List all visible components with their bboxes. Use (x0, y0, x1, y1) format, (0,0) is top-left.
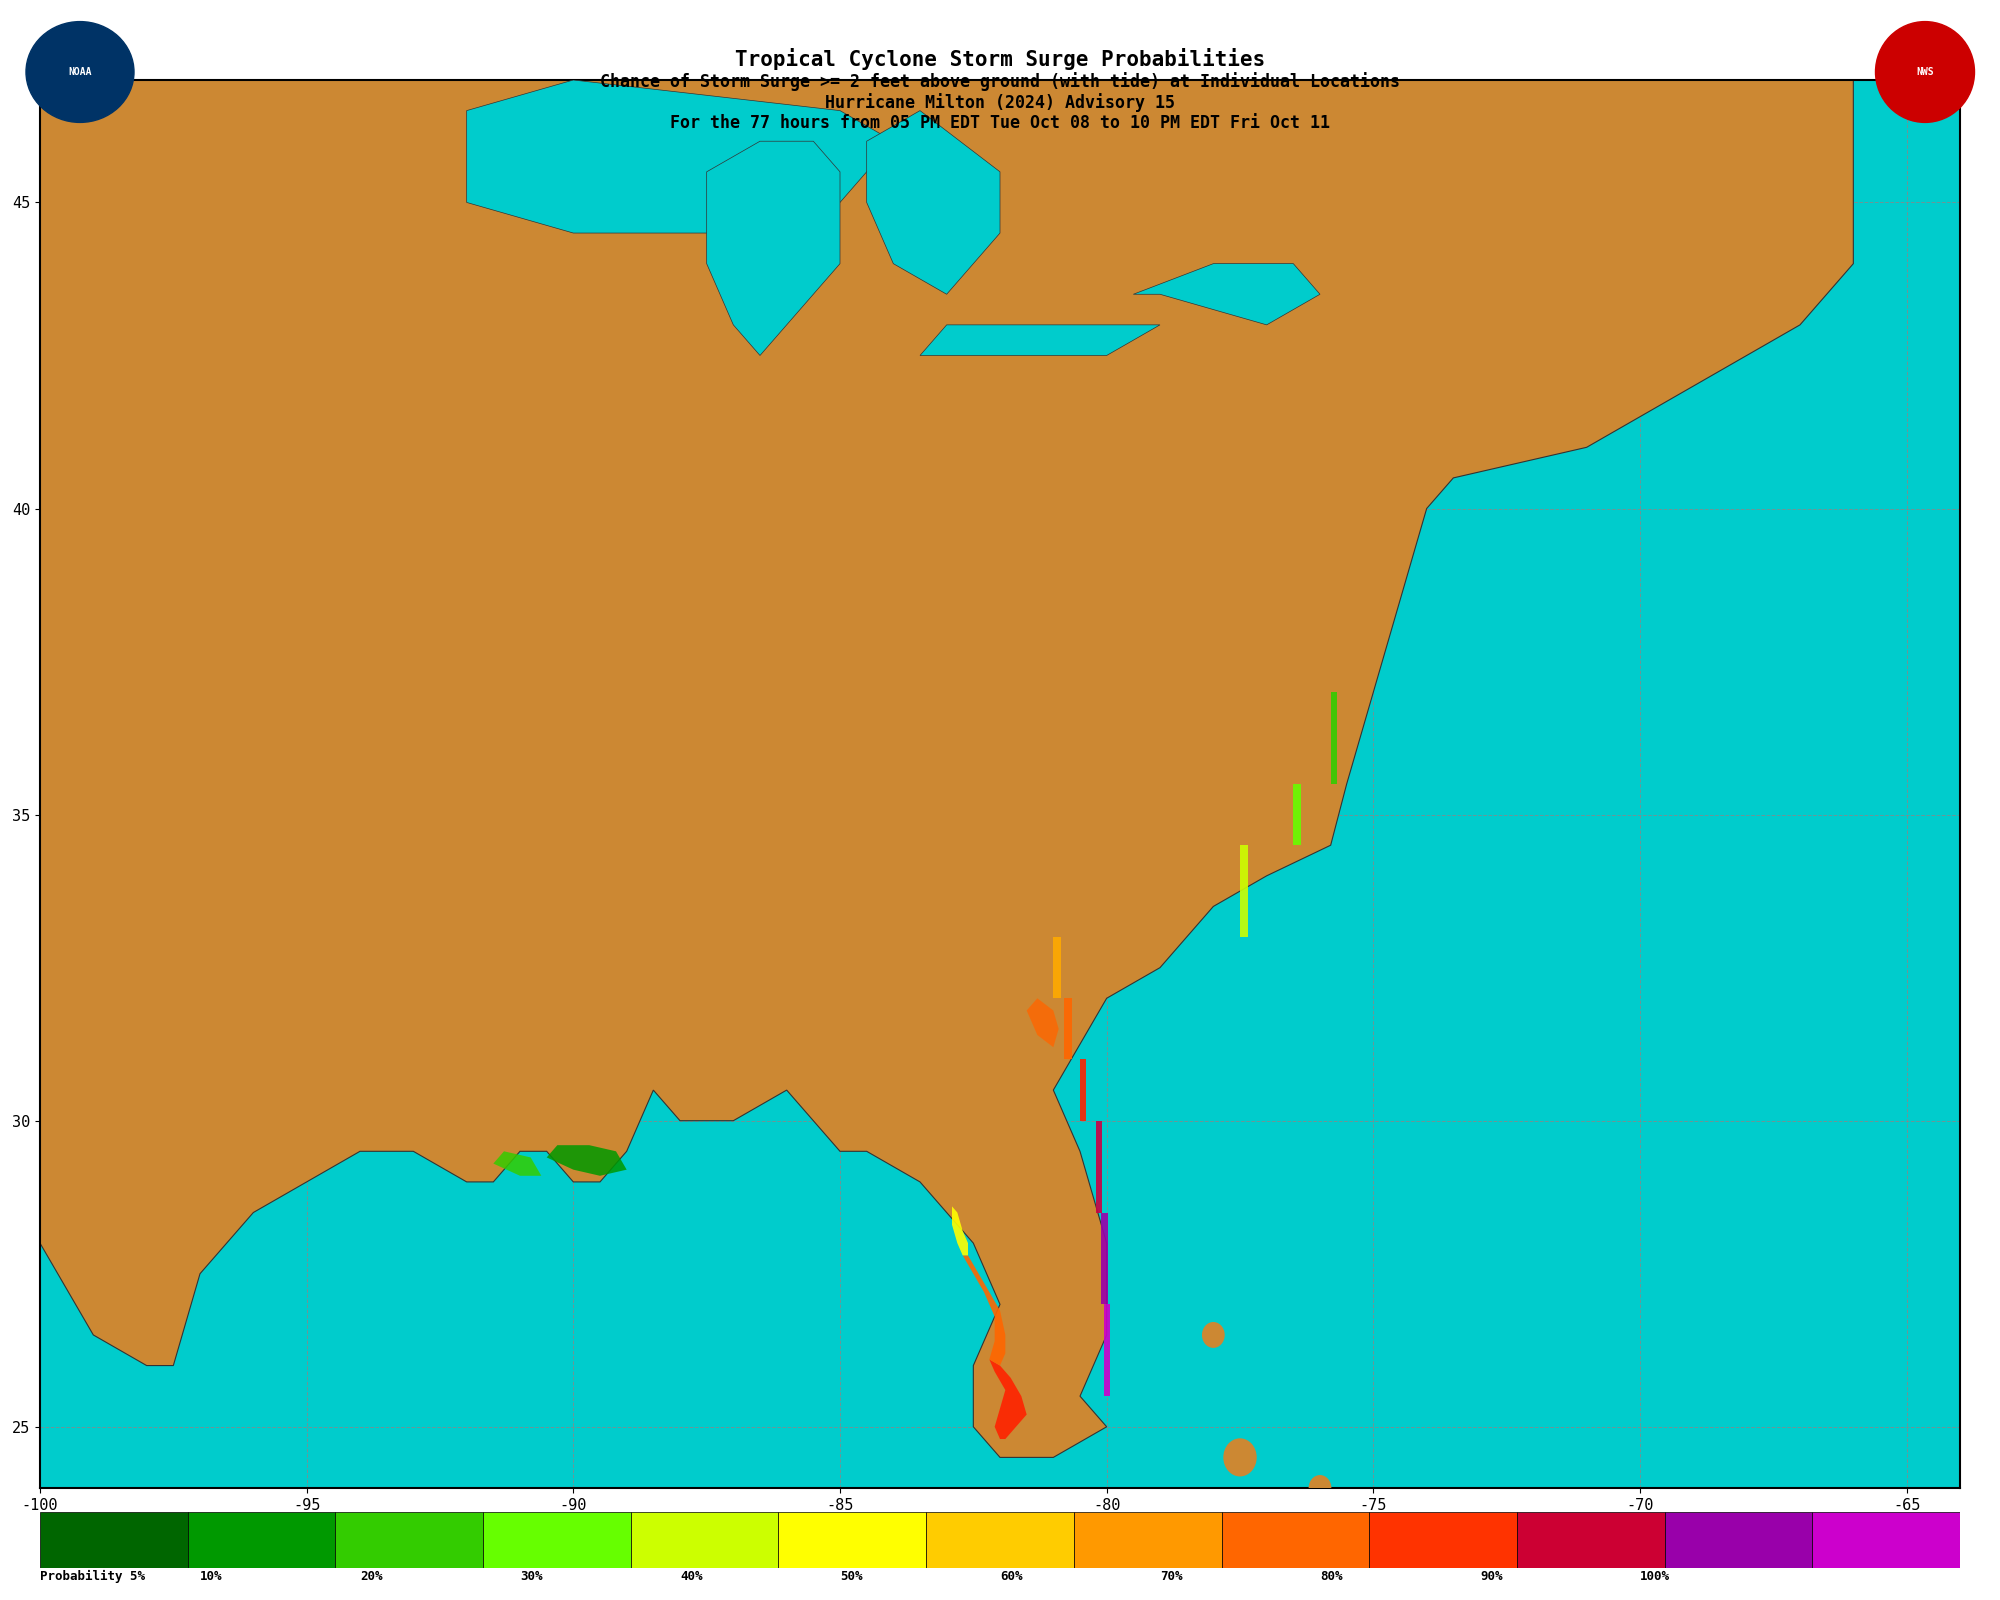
Bar (484, 1512, 630, 1568)
Polygon shape (1104, 1304, 1110, 1397)
Text: Tropical Cyclone Storm Surge Probabilities: Tropical Cyclone Storm Surge Probabiliti… (734, 48, 1266, 70)
Text: 30%: 30% (520, 1570, 542, 1582)
Text: For the 77 hours from 05 PM EDT Tue Oct 08 to 10 PM EDT Fri Oct 11: For the 77 hours from 05 PM EDT Tue Oct … (670, 114, 1330, 131)
Bar (1222, 1512, 1370, 1568)
Text: 20%: 20% (360, 1570, 382, 1582)
Polygon shape (466, 80, 894, 234)
Text: Chance of Storm Surge >= 2 feet above ground (with tide) at Individual Locations: Chance of Storm Surge >= 2 feet above gr… (600, 72, 1400, 91)
Polygon shape (1054, 938, 1062, 998)
Text: Hurricane Milton (2024) Advisory 15: Hurricane Milton (2024) Advisory 15 (826, 93, 1176, 112)
Polygon shape (1240, 845, 1248, 938)
Polygon shape (1064, 998, 1072, 1059)
Bar (1812, 1512, 1960, 1568)
Polygon shape (1294, 784, 1302, 845)
Polygon shape (866, 110, 1000, 294)
Bar (630, 1512, 778, 1568)
Polygon shape (706, 141, 840, 355)
Text: 50%: 50% (840, 1570, 862, 1582)
Bar (336, 1512, 484, 1568)
Circle shape (1876, 21, 1974, 123)
Text: 70%: 70% (1160, 1570, 1182, 1582)
Polygon shape (920, 325, 1160, 355)
Text: NOAA: NOAA (68, 67, 92, 77)
Polygon shape (1102, 1213, 1108, 1304)
Bar (1664, 1512, 1812, 1568)
Polygon shape (1080, 1059, 1086, 1120)
Bar (1370, 1512, 1516, 1568)
Polygon shape (494, 1152, 542, 1176)
Bar (1516, 1512, 1664, 1568)
Polygon shape (990, 1360, 1026, 1438)
Bar (778, 1512, 926, 1568)
Text: 90%: 90% (1480, 1570, 1502, 1582)
Bar (188, 1512, 336, 1568)
Text: Probability 5%: Probability 5% (40, 1570, 144, 1582)
Circle shape (26, 21, 134, 123)
Text: 60%: 60% (1000, 1570, 1022, 1582)
Polygon shape (962, 1256, 1006, 1365)
Polygon shape (840, 1538, 1160, 1600)
Polygon shape (1134, 264, 1320, 325)
Text: 40%: 40% (680, 1570, 702, 1582)
Circle shape (1202, 1323, 1224, 1347)
Circle shape (1224, 1438, 1256, 1475)
Text: 80%: 80% (1320, 1570, 1342, 1582)
Polygon shape (1096, 1120, 1102, 1213)
Circle shape (1310, 1475, 1330, 1501)
Bar (926, 1512, 1074, 1568)
Polygon shape (1330, 693, 1338, 784)
Text: 100%: 100% (1640, 1570, 1670, 1582)
Bar (1074, 1512, 1222, 1568)
Polygon shape (1026, 998, 1058, 1048)
Polygon shape (546, 1146, 626, 1176)
Polygon shape (952, 1206, 968, 1256)
Polygon shape (40, 80, 1854, 1488)
Text: 10%: 10% (200, 1570, 222, 1582)
Text: NWS: NWS (1916, 67, 1934, 77)
Bar (40, 1512, 188, 1568)
